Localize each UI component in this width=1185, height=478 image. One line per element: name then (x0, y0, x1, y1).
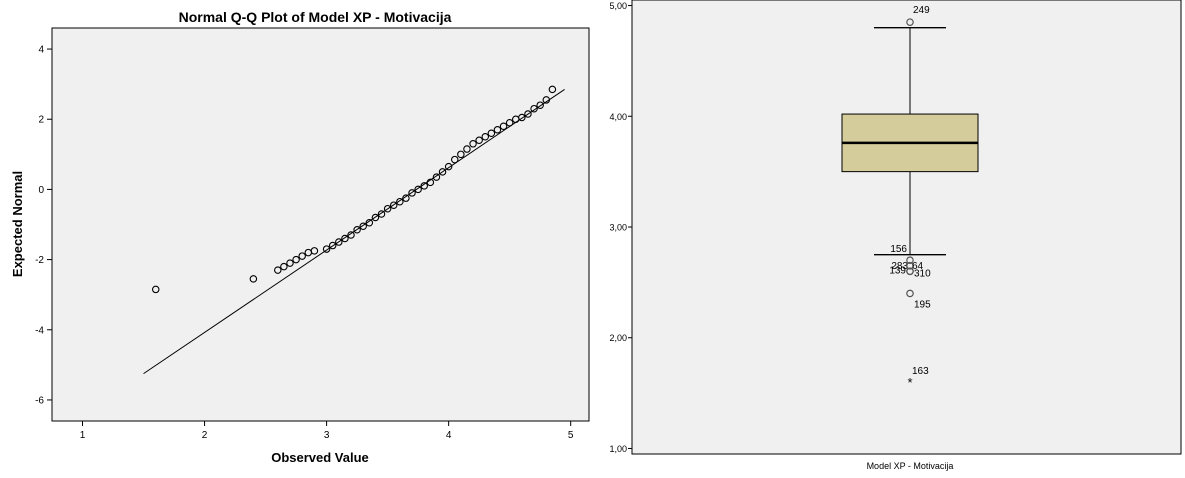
box-category-label: Model XP - Motivacija (867, 461, 954, 471)
qq-point (292, 255, 300, 264)
qq-y-tick-label: -2 (35, 255, 44, 266)
qq-point (457, 150, 465, 159)
qq-point (322, 245, 331, 253)
qq-y-label: Expected Normal (10, 171, 25, 277)
qq-point (481, 133, 490, 141)
box-outlier-point (906, 18, 914, 26)
qq-point (408, 189, 416, 197)
box-y-tick-label: 3,00 (609, 223, 627, 233)
box-y-tick-label: 2,00 (609, 333, 627, 343)
box-plot-area (631, 0, 1182, 455)
box-outlier-label: 139 (889, 265, 906, 276)
qq-point (487, 129, 496, 138)
qq-y-tick-label: -6 (35, 395, 44, 406)
qq-point (274, 266, 282, 274)
qq-point (328, 241, 337, 250)
qq-point (444, 162, 453, 171)
qq-point (353, 226, 361, 234)
qq-point (475, 136, 483, 145)
qq-x-tick-label: 4 (446, 430, 452, 441)
qq-x-tick-label: 5 (568, 430, 574, 441)
qq-chart: Normal Q-Q Plot of Model XP - Motivacija… (10, 9, 590, 465)
qq-point (280, 262, 288, 271)
box-y-tick-label: 5,00 (609, 1, 627, 11)
qq-x-label: Observed Value (271, 450, 369, 465)
qq-point (359, 222, 367, 231)
qq-point (389, 201, 398, 209)
qq-y-tick-label: 4 (38, 45, 44, 56)
qq-point (298, 252, 306, 260)
qq-point (383, 204, 392, 213)
qq-point (365, 218, 374, 227)
qq-title: Normal Q-Q Plot of Model XP - Motivacija (179, 9, 452, 25)
qq-point (450, 155, 459, 164)
box-outlier-label: 195 (914, 299, 931, 310)
box-outlier-label: 310 (914, 268, 931, 279)
box-outlier-label: 249 (913, 5, 930, 16)
qq-point (420, 182, 428, 190)
qq-point (371, 213, 380, 222)
qq-point (310, 247, 319, 255)
qq-point (438, 168, 447, 176)
box-outliers: 249 156 283 64 139 310 195 *163 (889, 5, 931, 390)
qq-point (286, 259, 294, 267)
qq-point (402, 194, 410, 202)
qq-point (518, 113, 526, 122)
qq-point (524, 110, 532, 118)
qq-plot-area (51, 27, 590, 422)
qq-point (347, 231, 355, 239)
qq-point (426, 178, 435, 187)
box-outlier-point (906, 261, 914, 270)
box-y-tick-label: 4,00 (609, 112, 627, 122)
qq-x-axis: 1 2 3 4 5 (80, 421, 574, 441)
qq-point (536, 101, 544, 109)
qq-point (499, 122, 508, 131)
qq-point (432, 173, 441, 181)
qq-point (151, 285, 160, 294)
qq-point (377, 210, 386, 218)
qq-point (341, 234, 349, 243)
qq-point (542, 96, 551, 104)
box-outlier-point (906, 256, 914, 265)
box-outlier-label: 64 (912, 261, 924, 272)
qq-point (505, 118, 514, 127)
qq-point (414, 185, 422, 194)
qq-point (463, 145, 471, 153)
qq-point (493, 126, 502, 134)
box-extreme-point: * (907, 375, 912, 390)
box-outlier-label: 283 (891, 261, 908, 272)
box-y-axis: 1,00 2,00 3,00 4,00 5,00 (609, 1, 632, 454)
box-chart: 1,00 2,00 3,00 4,00 5,00 249 156 283 64 139 310 19… (609, 0, 1182, 471)
qq-y-axis: -6 -4 -2 0 2 4 (35, 45, 52, 406)
box-outlier-point (906, 289, 914, 298)
qq-x-tick-label: 3 (324, 430, 330, 441)
qq-point (335, 238, 343, 246)
box-y-tick-label: 1,00 (609, 444, 627, 454)
box-extreme-label: 163 (912, 366, 929, 377)
qq-x-tick-label: 1 (80, 430, 86, 441)
qq-points (151, 85, 557, 294)
qq-point (396, 197, 404, 206)
qq-y-tick-label: -4 (35, 325, 44, 336)
qq-point (249, 275, 258, 283)
box-outlier-label: 156 (890, 244, 907, 255)
qq-point (548, 85, 557, 94)
qq-point (469, 140, 477, 148)
qq-x-tick-label: 2 (202, 430, 208, 441)
qq-point (530, 104, 538, 113)
qq-y-tick-label: 0 (38, 185, 44, 196)
box-body (841, 27, 979, 256)
qq-y-tick-label: 2 (38, 115, 44, 126)
box-outlier-point (906, 267, 914, 276)
